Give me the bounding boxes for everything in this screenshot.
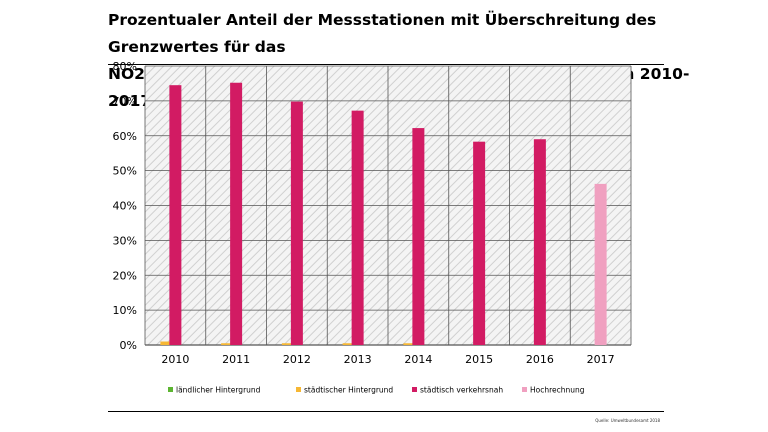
x-tick-label: 2014 <box>404 353 432 366</box>
y-tick-label: 50% <box>113 165 137 178</box>
legend-swatch <box>412 387 417 392</box>
legend-swatch <box>522 387 527 392</box>
y-tick-label: 80% <box>113 60 137 73</box>
bars <box>160 82 607 346</box>
legend-swatch <box>296 387 301 392</box>
legend-label: städtisch verkehrsnah <box>420 386 503 395</box>
legend: ländlicher Hintergrund städtischer Hinter… <box>168 386 585 395</box>
x-tick-label: 2010 <box>161 353 189 366</box>
x-tick-label: 2012 <box>283 353 311 366</box>
x-tick-label: 2013 <box>344 353 372 366</box>
bar <box>594 183 607 345</box>
title-divider <box>108 64 664 65</box>
source-note: Quelle: Umweltbundesamt 2018 <box>595 418 660 423</box>
bar <box>533 139 546 345</box>
axis-ticks: 0% 10% 20% 30% 40% 50% 60% 70% 80% 2010 2011 2012 20… <box>113 60 615 366</box>
bar <box>221 343 234 345</box>
y-tick-label: 20% <box>113 269 137 282</box>
bar <box>169 85 182 346</box>
x-tick-label: 2016 <box>526 353 554 366</box>
y-tick-label: 60% <box>113 130 137 143</box>
footer-divider <box>108 411 664 412</box>
y-tick-label: 40% <box>113 200 137 213</box>
y-tick-label: 30% <box>113 234 137 247</box>
legend-label: Hochrechnung <box>530 386 585 395</box>
bar <box>403 343 416 345</box>
x-tick-label: 2017 <box>587 353 615 366</box>
y-tick-label: 0% <box>120 339 137 352</box>
bar <box>351 110 364 345</box>
legend-label: städtischer Hintergrund <box>304 386 393 395</box>
bar <box>342 343 355 345</box>
chart-title-line-1: Prozentualer Anteil der Messstationen mi… <box>108 11 657 56</box>
legend-swatch <box>168 387 173 392</box>
bar <box>290 101 303 345</box>
x-tick-label: 2015 <box>465 353 493 366</box>
bar <box>160 341 173 345</box>
y-tick-label: 10% <box>113 304 137 317</box>
bar <box>473 141 486 345</box>
bar <box>281 343 294 345</box>
x-tick-label: 2011 <box>222 353 250 366</box>
bar <box>230 82 243 346</box>
bar <box>412 128 425 345</box>
y-tick-label: 70% <box>113 95 137 108</box>
legend-label: ländlicher Hintergrund <box>176 386 261 395</box>
